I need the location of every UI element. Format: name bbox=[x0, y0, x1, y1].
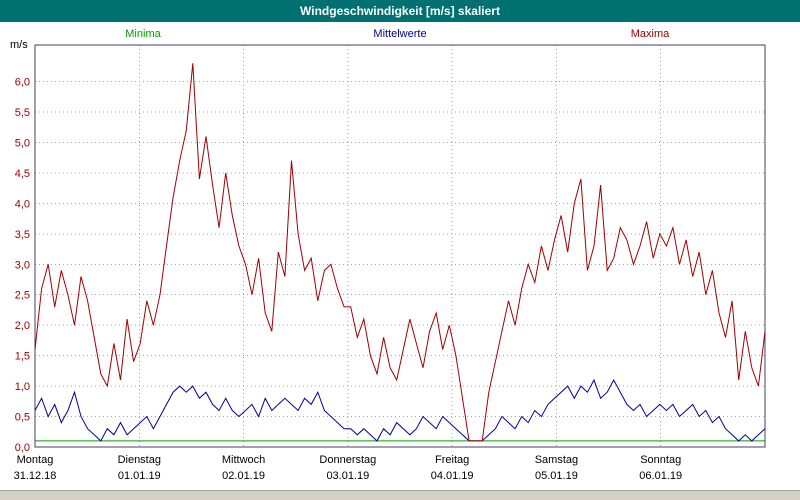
svg-text:Sonntag: Sonntag bbox=[640, 454, 681, 466]
svg-text:1,0: 1,0 bbox=[15, 381, 30, 393]
chart-legend: Minima Mittelwerte Maxima bbox=[0, 22, 800, 42]
svg-text:Samstag: Samstag bbox=[535, 454, 578, 466]
svg-text:3,5: 3,5 bbox=[15, 229, 30, 241]
svg-text:Donnerstag: Donnerstag bbox=[319, 454, 376, 466]
svg-text:3,0: 3,0 bbox=[15, 259, 30, 271]
svg-text:31.12.18: 31.12.18 bbox=[14, 470, 57, 482]
svg-text:Dienstag: Dienstag bbox=[118, 454, 161, 466]
svg-text:5,0: 5,0 bbox=[15, 137, 30, 149]
title-bar: Windgeschwindigkeit [m/s] skaliert bbox=[0, 0, 800, 22]
legend-maxima: Maxima bbox=[630, 28, 670, 40]
svg-text:04.01.19: 04.01.19 bbox=[431, 470, 474, 482]
svg-text:4,5: 4,5 bbox=[15, 168, 30, 180]
svg-text:5,5: 5,5 bbox=[15, 107, 30, 119]
window-title: Windgeschwindigkeit [m/s] skaliert bbox=[300, 4, 500, 18]
svg-text:4,0: 4,0 bbox=[15, 198, 30, 210]
svg-text:05.01.19: 05.01.19 bbox=[535, 470, 578, 482]
svg-text:m/s: m/s bbox=[10, 39, 28, 51]
svg-text:2,0: 2,0 bbox=[15, 320, 30, 332]
legend-minima: Minima bbox=[125, 28, 161, 40]
svg-text:03.01.19: 03.01.19 bbox=[326, 470, 369, 482]
svg-text:0,5: 0,5 bbox=[15, 412, 30, 424]
svg-text:Mittwoch: Mittwoch bbox=[222, 454, 265, 466]
svg-text:2,5: 2,5 bbox=[15, 290, 30, 302]
svg-text:06.01.19: 06.01.19 bbox=[639, 470, 682, 482]
svg-text:1,5: 1,5 bbox=[15, 351, 30, 363]
svg-text:Montag: Montag bbox=[17, 454, 54, 466]
svg-text:02.01.19: 02.01.19 bbox=[222, 470, 265, 482]
legend-mittelwerte: Mittelwerte bbox=[373, 28, 427, 40]
bottom-scrollbar[interactable] bbox=[0, 490, 800, 500]
svg-text:0,0: 0,0 bbox=[15, 442, 30, 454]
svg-text:01.01.19: 01.01.19 bbox=[118, 470, 161, 482]
svg-text:Freitag: Freitag bbox=[435, 454, 469, 466]
svg-text:6,0: 6,0 bbox=[15, 77, 30, 89]
